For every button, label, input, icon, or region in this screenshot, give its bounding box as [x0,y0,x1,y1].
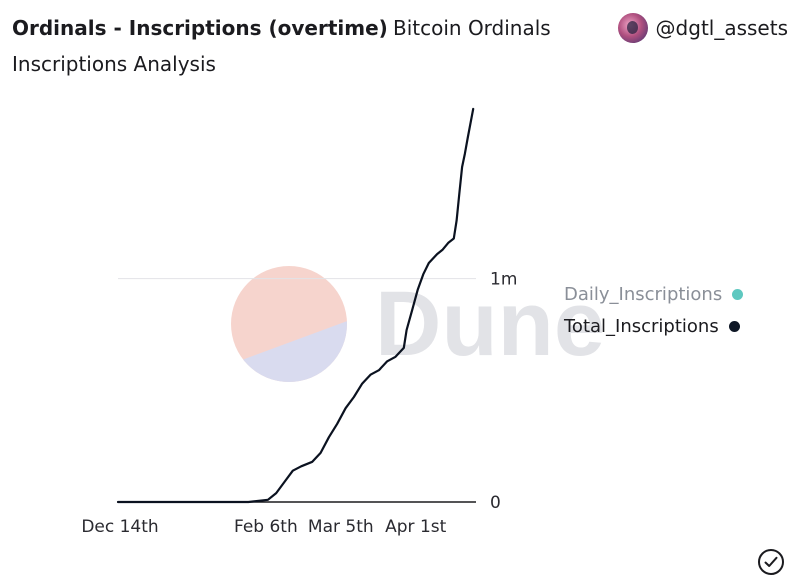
legend-dot-icon [728,320,740,332]
avatar [617,13,648,43]
legend-dot-icon [732,288,744,300]
chart-title: Ordinals - Inscriptions (overtime) [12,16,388,40]
series-layer [116,107,475,504]
author-name: @dgtl_assets [655,16,788,40]
check-icon[interactable] [758,549,784,575]
query-name[interactable]: Bitcoin Ordinals [393,16,551,40]
series-line-total-inscriptions[interactable] [116,107,475,504]
legend-label: Total_Inscriptions [564,315,719,337]
x-tick-label: Dec 14th [81,517,158,537]
watermark-text: Dune [375,273,605,375]
checkmark-glyph [764,556,778,567]
legend-item-total-inscriptions[interactable]: Total_Inscriptions [564,314,743,338]
x-tick-label: Mar 5th [308,517,374,537]
x-tick-label: Apr 1st [385,517,446,537]
x-tick-label: Feb 6th [234,517,298,537]
chart-header: Ordinals - Inscriptions (overtime) Bitco… [12,12,788,84]
y-axis-labels: 0 1m [490,270,517,513]
legend-item-daily-inscriptions[interactable]: Daily_Inscriptions [564,282,744,306]
author-link[interactable]: @dgtl_assets [617,12,788,44]
x-axis-labels: Dec 14th Feb 6th Mar 5th Apr 1st [81,517,446,537]
chart-subtitle: Inscriptions Analysis [12,52,216,76]
dune-watermark: Dune [231,266,605,382]
legend-label: Daily_Inscriptions [564,283,723,305]
y-tick-label: 1m [490,270,517,290]
chart-legend: Daily_Inscriptions Total_Inscriptions [564,282,744,346]
y-tick-label: 0 [490,493,501,513]
